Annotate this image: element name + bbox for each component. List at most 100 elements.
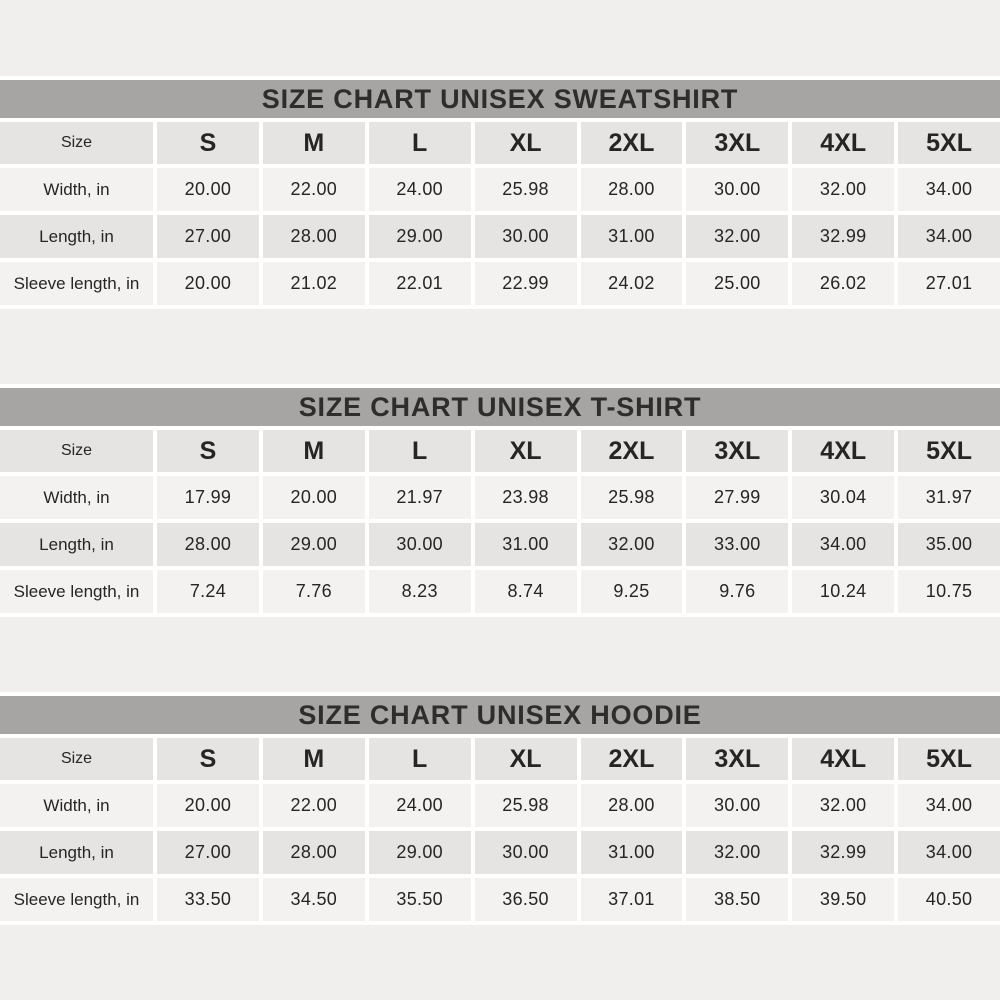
size-value: 27.00 [157, 831, 259, 874]
column-header: 4XL [792, 430, 895, 472]
column-header: 2XL [580, 430, 683, 472]
size-value: 22.00 [262, 168, 365, 211]
size-grid: Size S M L XL 2XL 3XL 4XL 5XL Width, in 17.99 20.00… [0, 430, 1000, 613]
size-value: 20.00 [157, 784, 259, 827]
row-label: Width, in [0, 784, 153, 827]
column-header: 3XL [686, 430, 789, 472]
column-header: 3XL [686, 738, 789, 780]
size-value: 32.99 [792, 215, 895, 258]
column-header: L [368, 738, 471, 780]
size-value: 22.99 [474, 262, 577, 305]
size-value: 29.00 [368, 831, 471, 874]
row-label: Width, in [0, 168, 153, 211]
column-header: XL [474, 430, 577, 472]
size-value: 32.00 [792, 784, 895, 827]
column-header: 5XL [898, 430, 1000, 472]
size-value: 30.00 [368, 523, 471, 566]
size-value: 32.00 [686, 831, 789, 874]
column-header: 3XL [686, 122, 789, 164]
column-header: M [262, 430, 365, 472]
size-value: 29.00 [368, 215, 471, 258]
size-value: 35.00 [898, 523, 1000, 566]
row-label: Sleeve length, in [0, 570, 153, 613]
size-value: 32.00 [792, 168, 895, 211]
size-value: 29.00 [262, 523, 365, 566]
size-value: 33.50 [157, 878, 259, 921]
size-value: 35.50 [368, 878, 471, 921]
column-header: L [368, 430, 471, 472]
column-header: 4XL [792, 738, 895, 780]
size-value: 22.00 [262, 784, 365, 827]
size-value: 24.00 [368, 168, 471, 211]
size-value: 25.98 [474, 784, 577, 827]
size-value: 25.98 [580, 476, 683, 519]
size-value: 9.76 [686, 570, 789, 613]
size-value: 21.97 [368, 476, 471, 519]
size-value: 27.00 [157, 215, 259, 258]
size-value: 40.50 [898, 878, 1000, 921]
size-corner-label: Size [0, 430, 153, 472]
row-label: Sleeve length, in [0, 262, 153, 305]
size-value: 34.00 [898, 215, 1000, 258]
size-value: 28.00 [157, 523, 259, 566]
size-value: 24.02 [580, 262, 683, 305]
size-value: 8.74 [474, 570, 577, 613]
size-value: 20.00 [157, 168, 259, 211]
size-value: 10.24 [792, 570, 895, 613]
column-header: XL [474, 738, 577, 780]
column-header: S [157, 738, 259, 780]
size-value: 34.00 [898, 168, 1000, 211]
size-value: 26.02 [792, 262, 895, 305]
size-grid: Size S M L XL 2XL 3XL 4XL 5XL Width, in 20.00 22.00… [0, 738, 1000, 921]
size-value: 30.00 [686, 168, 789, 211]
size-value: 23.98 [474, 476, 577, 519]
column-header: L [368, 122, 471, 164]
size-value: 25.00 [686, 262, 789, 305]
size-value: 20.00 [262, 476, 365, 519]
size-value: 32.00 [686, 215, 789, 258]
size-value: 36.50 [474, 878, 577, 921]
table-title: SIZE CHART UNISEX SWEATSHIRT [0, 80, 1000, 118]
size-value: 28.00 [262, 215, 365, 258]
size-corner-label: Size [0, 738, 153, 780]
size-grid: Size S M L XL 2XL 3XL 4XL 5XL Width, in 20.00 22.00… [0, 122, 1000, 305]
size-value: 30.00 [686, 784, 789, 827]
size-value: 31.00 [474, 523, 577, 566]
size-value: 9.25 [580, 570, 683, 613]
row-label: Length, in [0, 831, 153, 874]
column-header: M [262, 122, 365, 164]
size-value: 22.01 [368, 262, 471, 305]
size-value: 38.50 [686, 878, 789, 921]
size-corner-label: Size [0, 122, 153, 164]
size-value: 31.00 [580, 831, 683, 874]
column-header: S [157, 430, 259, 472]
hoodie-size-table: SIZE CHART UNISEX HOODIE Size S M L XL 2XL 3XL… [0, 692, 1000, 925]
row-label: Length, in [0, 215, 153, 258]
size-value: 30.00 [474, 831, 577, 874]
column-header: 5XL [898, 738, 1000, 780]
size-value: 25.98 [474, 168, 577, 211]
size-value: 27.99 [686, 476, 789, 519]
size-value: 7.76 [262, 570, 365, 613]
column-header: S [157, 122, 259, 164]
size-value: 31.97 [898, 476, 1000, 519]
size-value: 33.00 [686, 523, 789, 566]
size-value: 27.01 [898, 262, 1000, 305]
size-value: 10.75 [898, 570, 1000, 613]
size-value: 24.00 [368, 784, 471, 827]
table-title: SIZE CHART UNISEX T-SHIRT [0, 388, 1000, 426]
column-header: M [262, 738, 365, 780]
row-label: Width, in [0, 476, 153, 519]
tshirt-size-table: SIZE CHART UNISEX T-SHIRT Size S M L XL 2XL 3X… [0, 384, 1000, 617]
size-value: 30.04 [792, 476, 895, 519]
sweatshirt-size-table: SIZE CHART UNISEX SWEATSHIRT Size S M L XL 2X… [0, 76, 1000, 309]
size-value: 28.00 [262, 831, 365, 874]
size-value: 34.00 [898, 831, 1000, 874]
size-value: 37.01 [580, 878, 683, 921]
size-value: 34.00 [792, 523, 895, 566]
column-header: 5XL [898, 122, 1000, 164]
size-value: 7.24 [157, 570, 259, 613]
size-value: 39.50 [792, 878, 895, 921]
size-value: 34.00 [898, 784, 1000, 827]
column-header: 2XL [580, 122, 683, 164]
